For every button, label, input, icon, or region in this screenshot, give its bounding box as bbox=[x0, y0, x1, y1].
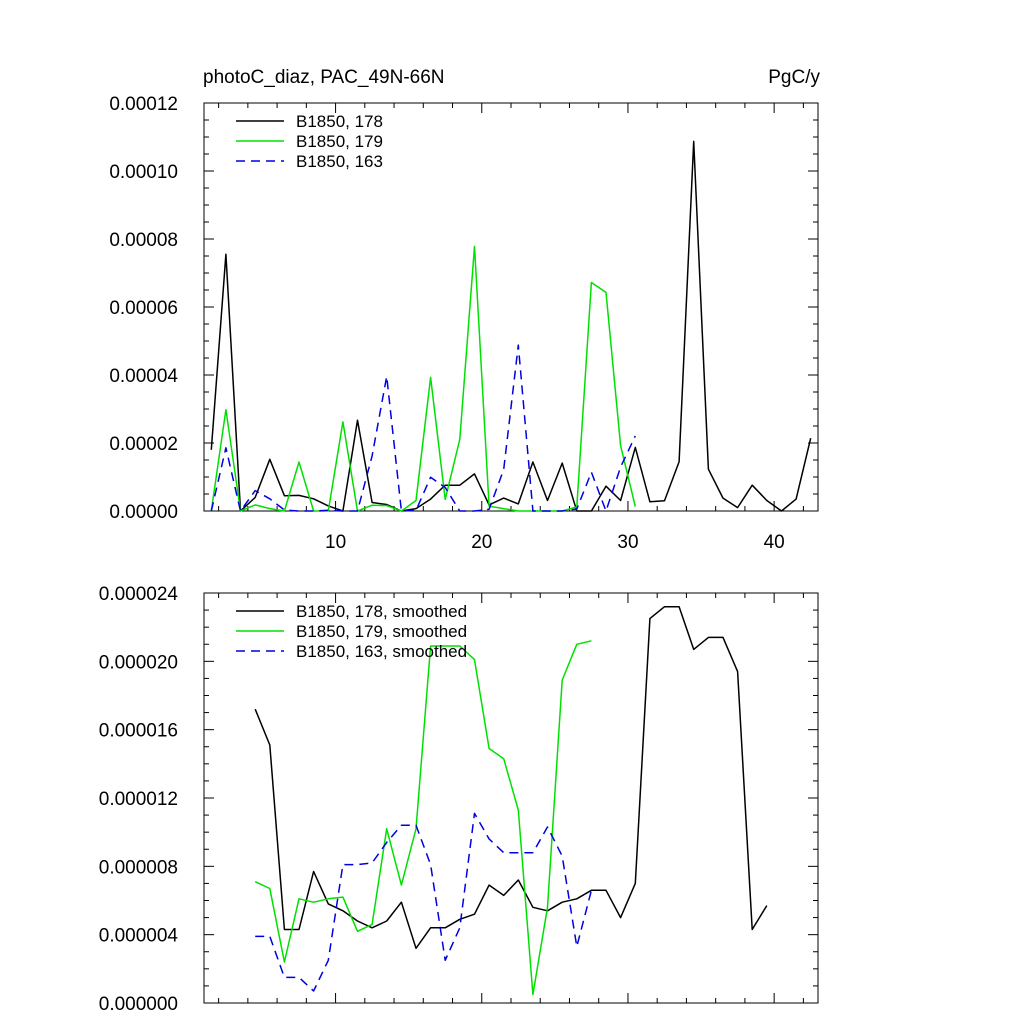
series-line-3 bbox=[210, 344, 636, 512]
y-tick-label: 0.00012 bbox=[109, 94, 178, 115]
legend-label-1: B1850, 178, smoothed bbox=[296, 602, 467, 621]
legend-label-3: B1850, 163, smoothed bbox=[296, 642, 467, 661]
top-axes: 10 20 30 40 0.00000 0.00002 0.00004 0.00006 0.00… bbox=[109, 94, 819, 553]
bottom-panel: 0.000000 0.000004 0.000008 0.000012 0.000016… bbox=[99, 584, 819, 1015]
y-tick-label: 0.000004 bbox=[99, 926, 179, 947]
y-tick-label: 0.000000 bbox=[99, 994, 178, 1015]
top-series-group bbox=[210, 140, 812, 512]
y-tick-label: 0.00000 bbox=[109, 502, 178, 523]
bottom-axes: 0.000000 0.000004 0.000008 0.000012 0.000016… bbox=[99, 584, 819, 1015]
series-line-2 bbox=[254, 640, 592, 996]
x-tick-label: 30 bbox=[617, 532, 638, 553]
chart-title: photoC_diaz, PAC_49N-66N bbox=[203, 67, 445, 88]
units-label: PgC/y bbox=[768, 67, 820, 88]
series-line-1 bbox=[254, 605, 768, 950]
series-line-1 bbox=[210, 140, 812, 512]
legend-label-3: B1850, 163 bbox=[296, 152, 383, 171]
bottom-series-group bbox=[254, 605, 768, 996]
y-tick-label: 0.00010 bbox=[109, 162, 178, 183]
y-tick-label: 0.00004 bbox=[109, 366, 178, 387]
y-tick-label: 0.00002 bbox=[109, 434, 178, 455]
top-panel: photoC_diaz, PAC_49N-66N PgC/y 10 20 30 40 0… bbox=[109, 67, 820, 553]
y-tick-label: 0.000008 bbox=[99, 857, 178, 878]
x-tick-label: 40 bbox=[764, 532, 785, 553]
y-tick-label: 0.000012 bbox=[99, 789, 178, 810]
x-tick-label: 20 bbox=[471, 532, 492, 553]
y-tick-label: 0.000016 bbox=[99, 721, 178, 742]
legend-label-2: B1850, 179 bbox=[296, 132, 383, 151]
legend-label-2: B1850, 179, smoothed bbox=[296, 622, 467, 641]
x-tick-label: 10 bbox=[325, 532, 346, 553]
y-tick-label: 0.00006 bbox=[109, 298, 178, 319]
series-line-3 bbox=[255, 812, 593, 992]
y-tick-label: 0.000024 bbox=[99, 584, 179, 605]
y-tick-label: 0.000020 bbox=[99, 652, 178, 673]
legend-label-1: B1850, 178 bbox=[296, 112, 383, 131]
y-tick-label: 0.00008 bbox=[109, 230, 178, 251]
